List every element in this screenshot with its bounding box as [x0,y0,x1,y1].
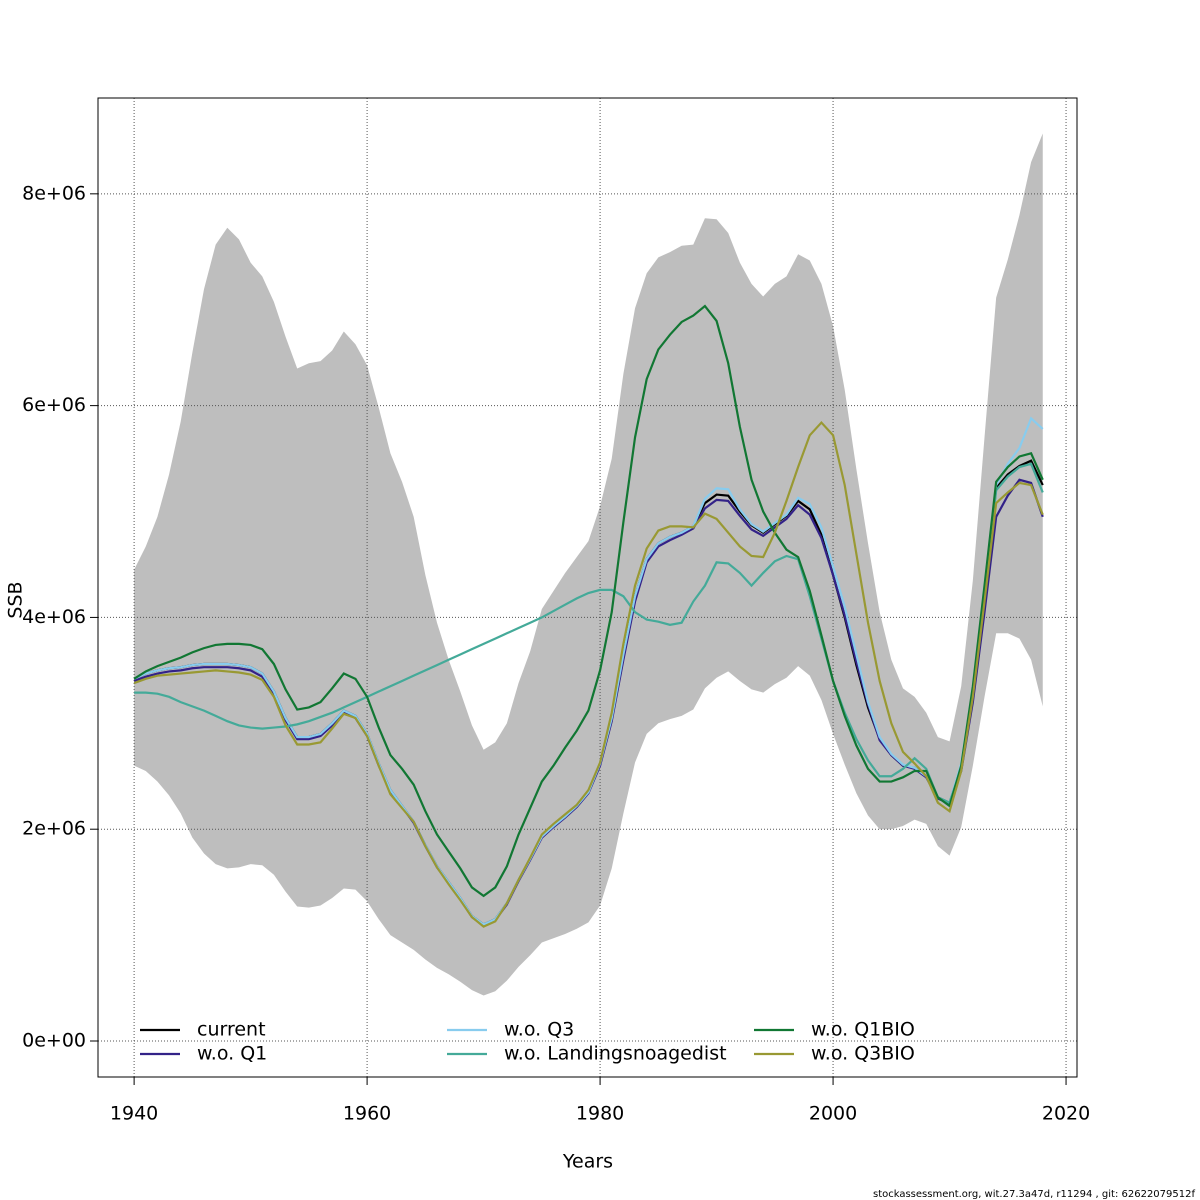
x-tick-label: 1980 [576,1103,624,1125]
y-tick-label: 4e+06 [22,606,86,628]
legend-label: w.o. Q1 [197,1043,267,1065]
legend-label: w.o. Landingsnoagedist [504,1043,727,1065]
y-tick-label: 0e+00 [22,1029,86,1051]
y-axis-label: SSB [5,581,27,618]
x-tick-label: 2000 [809,1103,857,1125]
series-line [133,416,1044,926]
legend-label: w.o. Q3 [504,1019,574,1041]
series-line [133,420,1044,928]
y-tick-label: 2e+06 [22,818,86,840]
x-tick-label: 1940 [110,1103,158,1125]
legend-label: w.o. Q1BIO [811,1019,915,1041]
y-tick-label: 8e+06 [22,182,86,204]
x-axis-label: Years [562,1151,613,1173]
legend-label: w.o. Q3BIO [811,1043,915,1065]
confidence-band [134,133,1043,996]
series-line [133,304,1044,898]
plot-frame [97,97,1078,1078]
y-tick-label: 6e+06 [22,394,86,416]
x-tick-label: 1960 [343,1103,391,1125]
footer: stockassessment.org, wit.27.3a47d, r1129… [873,1189,1195,1200]
x-tick-label: 2020 [1042,1103,1090,1125]
legend-label: current [197,1019,266,1041]
